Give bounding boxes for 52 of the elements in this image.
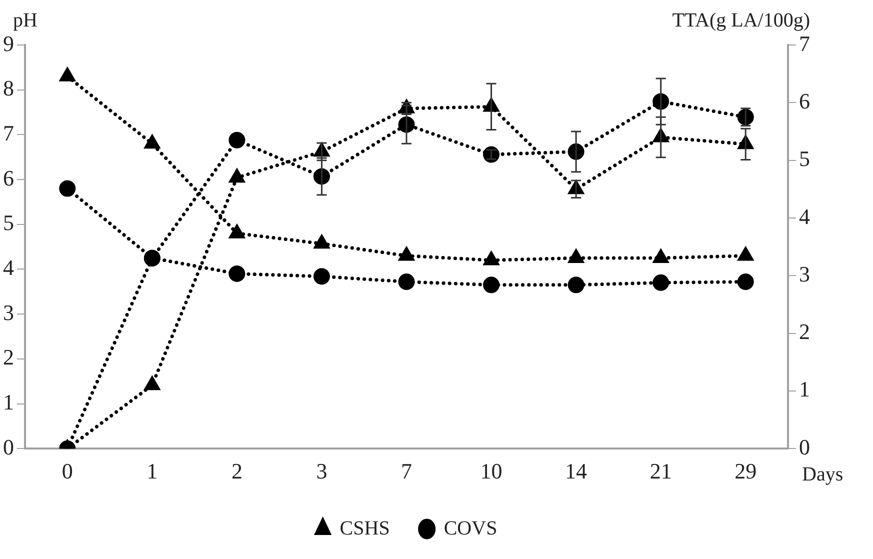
point [399,248,414,261]
point [230,169,244,183]
point [314,235,330,249]
x-tick-label: 21 [650,458,672,484]
point [59,180,76,197]
y-tick-label: 5 [3,210,14,236]
point [230,225,244,238]
y2-tick-label: 2 [799,319,810,344]
y-tick-label: 9 [3,30,14,56]
point [568,276,584,294]
y2-tick-label: 7 [799,30,810,56]
x-tick-label: 14 [565,458,588,484]
point [60,68,75,82]
y2-tick-label: 4 [799,204,810,229]
point [313,268,330,285]
y-tick-label: 0 [3,434,14,460]
y-tick-label: 2 [3,344,14,370]
point [144,135,160,149]
y-tick-label: 3 [3,300,14,325]
point [483,146,500,163]
point [652,274,670,291]
point [483,276,500,294]
x-tick-label: 29 [734,458,757,484]
y-tick-label: 4 [3,255,14,280]
y-axis-title: pH [13,9,38,32]
point [228,265,246,282]
legend-label: CSHS [340,517,390,540]
y2-tick-label: 5 [799,146,810,172]
point [738,248,753,261]
y2-tick-label: 3 [799,261,810,286]
y2-tick-label: 0 [799,434,810,460]
y-tick-label: 8 [3,76,14,101]
point [398,274,415,290]
point [228,132,246,148]
point [737,274,754,290]
y-tick-label: 6 [3,165,14,190]
x-tick-label: 10 [480,458,502,484]
x-tick-label: 2 [231,458,242,484]
x-tick-label: 3 [316,458,328,484]
x-axis-title: Days [802,463,844,486]
point [653,250,668,264]
y2-axis-title: TTA(g LA/100g) [672,9,810,32]
y2-tick-label: 1 [799,376,810,402]
x-tick-label: 1 [146,458,158,484]
point [484,252,499,266]
x-tick-label: 7 [401,458,412,484]
y2-tick-label: 6 [799,88,810,114]
y-tick-label: 7 [3,120,14,146]
point [568,250,584,264]
y-tick-label: 1 [3,390,14,415]
x-tick-label: 0 [62,458,73,484]
legend-label: COVS [444,517,498,540]
